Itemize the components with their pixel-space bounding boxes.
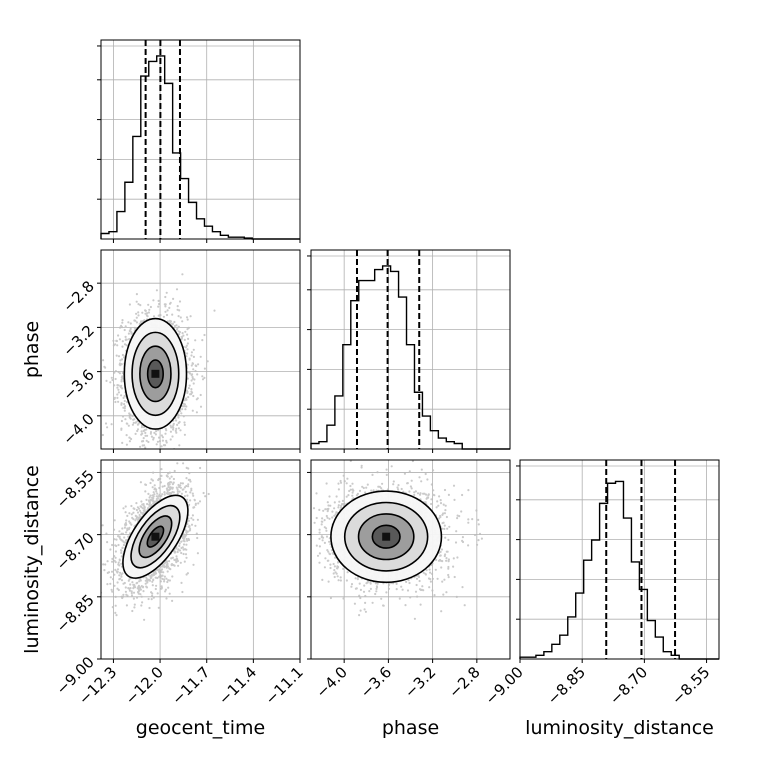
x-tick-label: −4.0 [313, 663, 351, 701]
histogram-geocent_time [100, 55, 300, 240]
x-tick-label: −11.4 [215, 663, 260, 708]
panel-frame [100, 249, 301, 450]
histogram-luminosity_distance [519, 480, 719, 660]
panel-frame [100, 39, 301, 240]
hist-panel-geocent_time [97, 39, 301, 243]
x-axis-label-geocent_time: geocent_time [136, 717, 265, 739]
panel-content [101, 250, 300, 449]
y-tick-label: −4.0 [59, 410, 97, 448]
histogram-phase [310, 265, 510, 450]
panel-frame [310, 459, 511, 660]
x-tick-label: −8.55 [668, 663, 713, 708]
scatter-panel-phase-luminosity_distance [307, 459, 511, 663]
x-tick-label: −3.2 [401, 663, 439, 701]
y-tick-label: −2.8 [59, 277, 97, 315]
y-tick-label: −3.2 [59, 321, 97, 359]
density-peak [382, 532, 391, 541]
y-tick-label: −8.85 [53, 591, 98, 636]
scatter-panel-geocent_time-phase [97, 249, 301, 453]
x-axis-label-phase: phase [382, 717, 439, 739]
y-axis-label-luminosity_distance: luminosity_distance [21, 465, 43, 654]
x-tick-label: −11.1 [262, 663, 307, 708]
x-tick-label: −8.85 [544, 663, 589, 708]
panel-frame [519, 459, 720, 660]
density-peak [151, 369, 160, 378]
scatter-panel-geocent_time-luminosity_distance [97, 459, 301, 663]
x-tick-label: −3.6 [357, 663, 395, 701]
panel-frame [100, 459, 301, 660]
panel-content [101, 460, 300, 659]
panel-frame [310, 249, 511, 450]
density-peak [151, 532, 160, 541]
x-tick-label: −9.00 [482, 663, 527, 708]
hist-panel-phase [307, 249, 511, 453]
y-axis-label-phase: phase [21, 321, 43, 378]
x-tick-label: −12.0 [122, 663, 167, 708]
hist-panel-luminosity_distance [516, 459, 720, 663]
x-axis-label-luminosity_distance: luminosity_distance [525, 717, 714, 739]
y-tick-label: −8.55 [53, 467, 98, 512]
x-tick-label: −2.8 [445, 663, 483, 701]
x-tick-label: −11.7 [168, 663, 213, 708]
y-tick-label: −8.70 [53, 529, 98, 574]
y-tick-label: −3.6 [59, 366, 97, 404]
panel-content [311, 460, 510, 659]
x-tick-label: −8.70 [606, 663, 651, 708]
